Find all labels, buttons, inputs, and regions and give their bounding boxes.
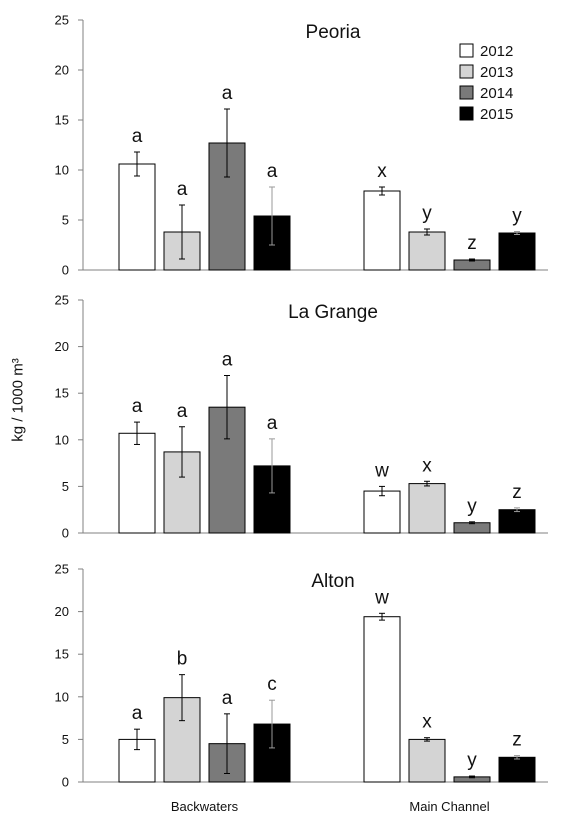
significance-letter: a xyxy=(222,83,233,104)
y-tick-label: 10 xyxy=(55,163,69,178)
y-tick-label: 15 xyxy=(55,386,69,401)
legend-label: 2014 xyxy=(480,85,513,102)
bar xyxy=(498,509,536,534)
bar xyxy=(408,231,446,271)
bar xyxy=(498,232,536,271)
significance-letter: w xyxy=(374,587,389,608)
panel-title: Peoria xyxy=(306,22,361,43)
significance-letter: a xyxy=(177,179,188,200)
significance-letter: a xyxy=(267,413,278,434)
y-tick-label: 15 xyxy=(55,647,69,662)
y-tick-label: 20 xyxy=(55,339,69,354)
y-tick-label: 0 xyxy=(62,775,69,790)
category-label: Backwaters xyxy=(171,799,239,814)
y-tick-label: 5 xyxy=(62,732,69,747)
y-tick-label: 10 xyxy=(55,689,69,704)
bar xyxy=(363,616,401,783)
y-tick-label: 10 xyxy=(55,432,69,447)
significance-letter: y xyxy=(467,750,477,771)
y-tick-label: 0 xyxy=(62,263,69,278)
significance-letter: w xyxy=(374,460,389,481)
y-tick-label: 0 xyxy=(62,526,69,541)
significance-letter: z xyxy=(512,730,522,751)
y-tick-label: 20 xyxy=(55,63,69,78)
significance-letter: a xyxy=(132,126,143,147)
significance-letter: x xyxy=(377,161,387,182)
legend-swatch xyxy=(459,43,474,58)
bar xyxy=(118,163,156,271)
bar xyxy=(498,756,536,783)
significance-letter: c xyxy=(267,674,277,695)
bar xyxy=(408,483,446,534)
significance-letter: z xyxy=(467,233,477,254)
significance-letter: a xyxy=(222,349,233,370)
y-tick-label: 25 xyxy=(55,562,69,577)
significance-letter: x xyxy=(422,455,432,476)
significance-letter: a xyxy=(177,401,188,422)
legend-label: 2012 xyxy=(480,43,513,60)
significance-letter: y xyxy=(422,203,432,224)
significance-letter: z xyxy=(512,482,522,503)
legend-label: 2015 xyxy=(480,106,513,123)
bar xyxy=(163,697,201,783)
significance-letter: y xyxy=(467,496,477,517)
bar xyxy=(363,490,401,534)
significance-letter: a xyxy=(132,703,143,724)
legend-swatch xyxy=(459,85,474,100)
legend-label: 2013 xyxy=(480,64,513,81)
significance-letter: b xyxy=(177,649,188,670)
significance-letter: a xyxy=(132,396,143,417)
bar xyxy=(363,190,401,271)
y-tick-label: 25 xyxy=(55,293,69,308)
bar xyxy=(408,738,446,783)
legend-swatch xyxy=(459,64,474,79)
significance-letter: y xyxy=(512,206,522,227)
y-tick-label: 5 xyxy=(62,213,69,228)
y-tick-label: 20 xyxy=(55,604,69,619)
y-tick-label: 15 xyxy=(55,113,69,128)
significance-letter: x xyxy=(422,712,432,733)
legend-swatch xyxy=(459,106,474,121)
y-tick-label: 25 xyxy=(55,13,69,28)
bar xyxy=(118,432,156,534)
panel-title: Alton xyxy=(311,571,354,592)
panel-title: La Grange xyxy=(288,302,378,323)
significance-letter: a xyxy=(222,688,233,709)
significance-letter: a xyxy=(267,161,278,182)
y-tick-label: 5 xyxy=(62,479,69,494)
category-label: Main Channel xyxy=(409,799,489,814)
bar xyxy=(453,522,491,534)
